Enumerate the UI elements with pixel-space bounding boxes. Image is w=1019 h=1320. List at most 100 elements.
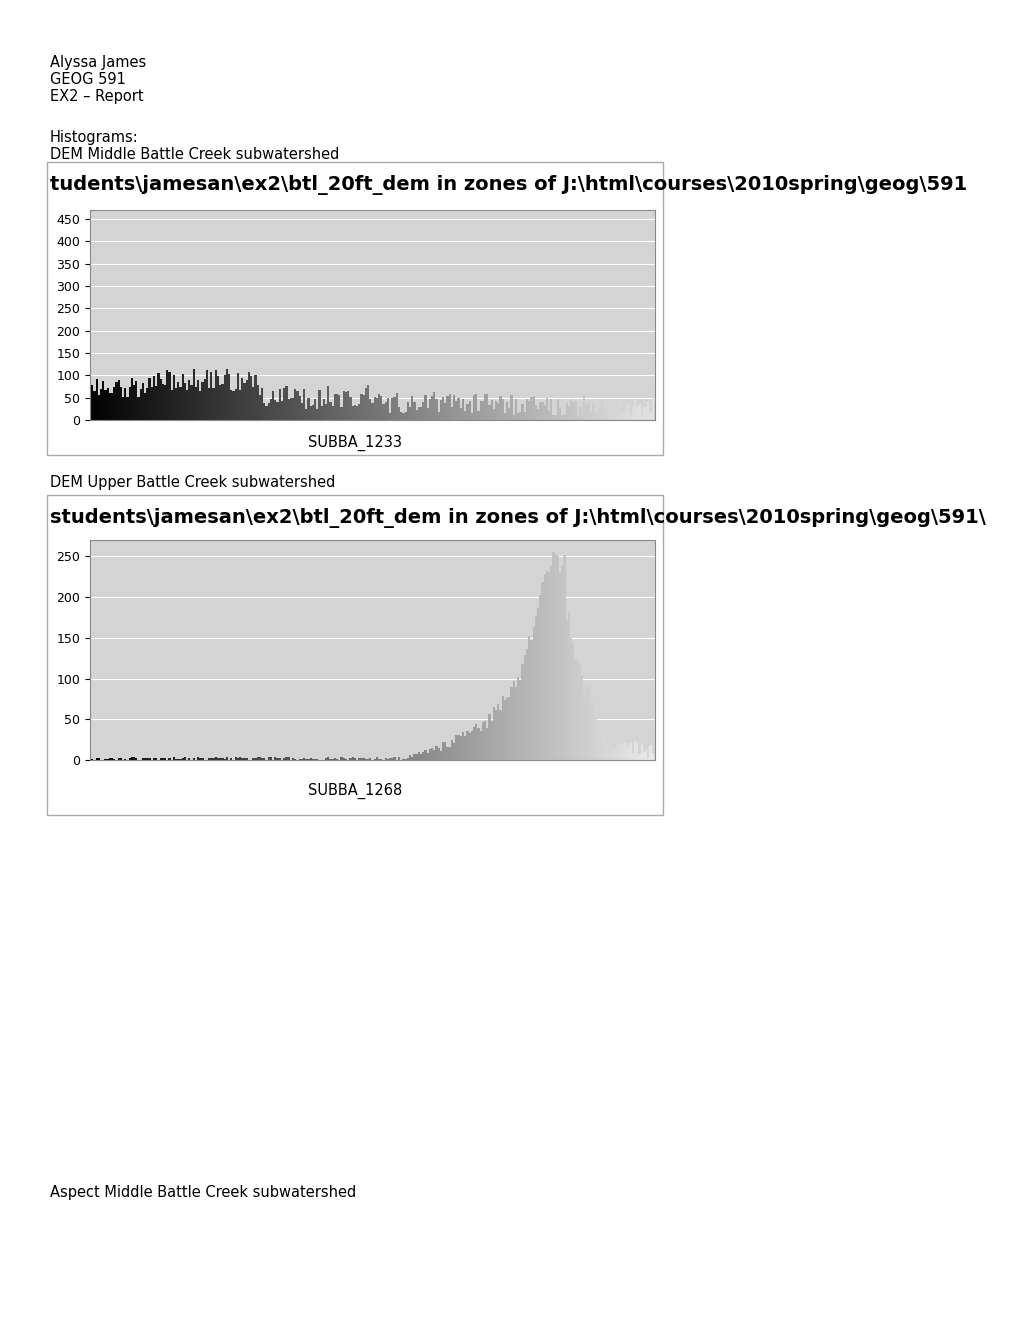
Bar bbox=[316, 409, 318, 420]
Bar bbox=[415, 754, 418, 760]
Bar bbox=[483, 721, 486, 760]
Bar bbox=[111, 393, 113, 420]
Bar bbox=[607, 401, 609, 420]
Bar bbox=[393, 397, 395, 420]
Bar bbox=[441, 397, 444, 420]
Bar bbox=[181, 374, 183, 420]
Bar bbox=[615, 744, 618, 760]
Bar bbox=[594, 414, 596, 420]
Bar bbox=[496, 704, 499, 760]
Bar bbox=[444, 404, 446, 420]
Bar bbox=[483, 395, 486, 420]
Bar bbox=[611, 750, 613, 760]
Bar bbox=[393, 756, 395, 760]
Bar bbox=[507, 697, 510, 760]
Bar bbox=[348, 397, 352, 420]
Bar bbox=[303, 759, 305, 760]
Bar bbox=[475, 725, 477, 760]
Bar bbox=[515, 686, 517, 760]
Bar bbox=[274, 756, 276, 760]
Bar bbox=[647, 401, 649, 420]
Bar bbox=[217, 376, 219, 420]
Bar bbox=[329, 401, 331, 420]
Bar bbox=[510, 396, 513, 420]
Bar bbox=[411, 756, 413, 760]
Bar bbox=[248, 372, 250, 420]
Bar bbox=[136, 381, 138, 420]
Bar bbox=[360, 759, 362, 760]
Bar bbox=[591, 700, 594, 760]
Bar bbox=[623, 413, 625, 420]
Bar bbox=[426, 752, 428, 760]
Bar bbox=[252, 758, 254, 760]
Bar bbox=[602, 405, 604, 420]
Bar bbox=[651, 754, 653, 760]
Bar bbox=[479, 401, 481, 420]
Bar bbox=[435, 400, 437, 420]
Bar bbox=[562, 414, 566, 420]
Bar bbox=[257, 756, 259, 760]
Bar bbox=[168, 759, 170, 760]
Bar bbox=[240, 759, 244, 760]
Bar bbox=[144, 759, 146, 760]
Bar bbox=[149, 379, 151, 420]
Bar bbox=[397, 756, 399, 760]
Bar bbox=[206, 371, 208, 420]
Bar bbox=[505, 698, 507, 760]
Bar bbox=[591, 401, 594, 420]
Bar bbox=[265, 405, 267, 420]
Bar bbox=[466, 731, 468, 760]
Bar bbox=[197, 756, 199, 760]
Bar bbox=[556, 400, 558, 420]
Bar bbox=[214, 371, 217, 420]
Bar bbox=[230, 389, 232, 420]
Bar bbox=[468, 733, 470, 760]
Bar bbox=[238, 389, 240, 420]
Bar bbox=[609, 747, 611, 760]
Bar bbox=[503, 413, 505, 420]
Bar bbox=[109, 759, 111, 760]
Bar bbox=[407, 403, 409, 420]
Bar bbox=[371, 403, 373, 420]
Bar bbox=[285, 385, 287, 420]
Bar bbox=[362, 758, 365, 760]
Bar bbox=[219, 385, 221, 420]
Bar bbox=[647, 758, 649, 760]
Bar bbox=[202, 759, 204, 760]
Bar bbox=[515, 399, 517, 420]
Bar bbox=[407, 758, 409, 760]
Bar bbox=[536, 409, 539, 420]
Bar bbox=[354, 758, 356, 760]
Bar bbox=[276, 759, 278, 760]
Bar bbox=[594, 718, 596, 760]
Bar bbox=[411, 396, 413, 420]
Bar bbox=[448, 747, 450, 760]
Bar bbox=[287, 399, 289, 420]
Bar bbox=[604, 413, 607, 420]
Bar bbox=[452, 743, 454, 760]
Bar bbox=[128, 758, 130, 760]
Text: SUBBA_1233: SUBBA_1233 bbox=[308, 436, 401, 451]
Bar bbox=[221, 759, 223, 760]
Bar bbox=[191, 385, 193, 420]
Bar bbox=[172, 756, 175, 760]
Bar bbox=[541, 582, 543, 760]
Bar bbox=[549, 399, 552, 420]
Bar bbox=[488, 714, 490, 760]
Bar bbox=[96, 759, 98, 760]
Bar bbox=[562, 556, 566, 760]
Bar bbox=[621, 412, 623, 420]
Bar bbox=[629, 414, 631, 420]
Bar bbox=[428, 400, 431, 420]
Bar bbox=[323, 399, 325, 420]
Bar bbox=[464, 411, 466, 420]
Text: Aspect Middle Battle Creek subwatershed: Aspect Middle Battle Creek subwatershed bbox=[50, 1185, 356, 1200]
Bar bbox=[142, 759, 144, 760]
Bar bbox=[490, 721, 492, 760]
Bar bbox=[217, 759, 219, 760]
Bar bbox=[236, 758, 238, 760]
Bar bbox=[486, 395, 488, 420]
Bar bbox=[494, 401, 496, 420]
Bar bbox=[568, 405, 570, 420]
Bar bbox=[596, 725, 598, 760]
